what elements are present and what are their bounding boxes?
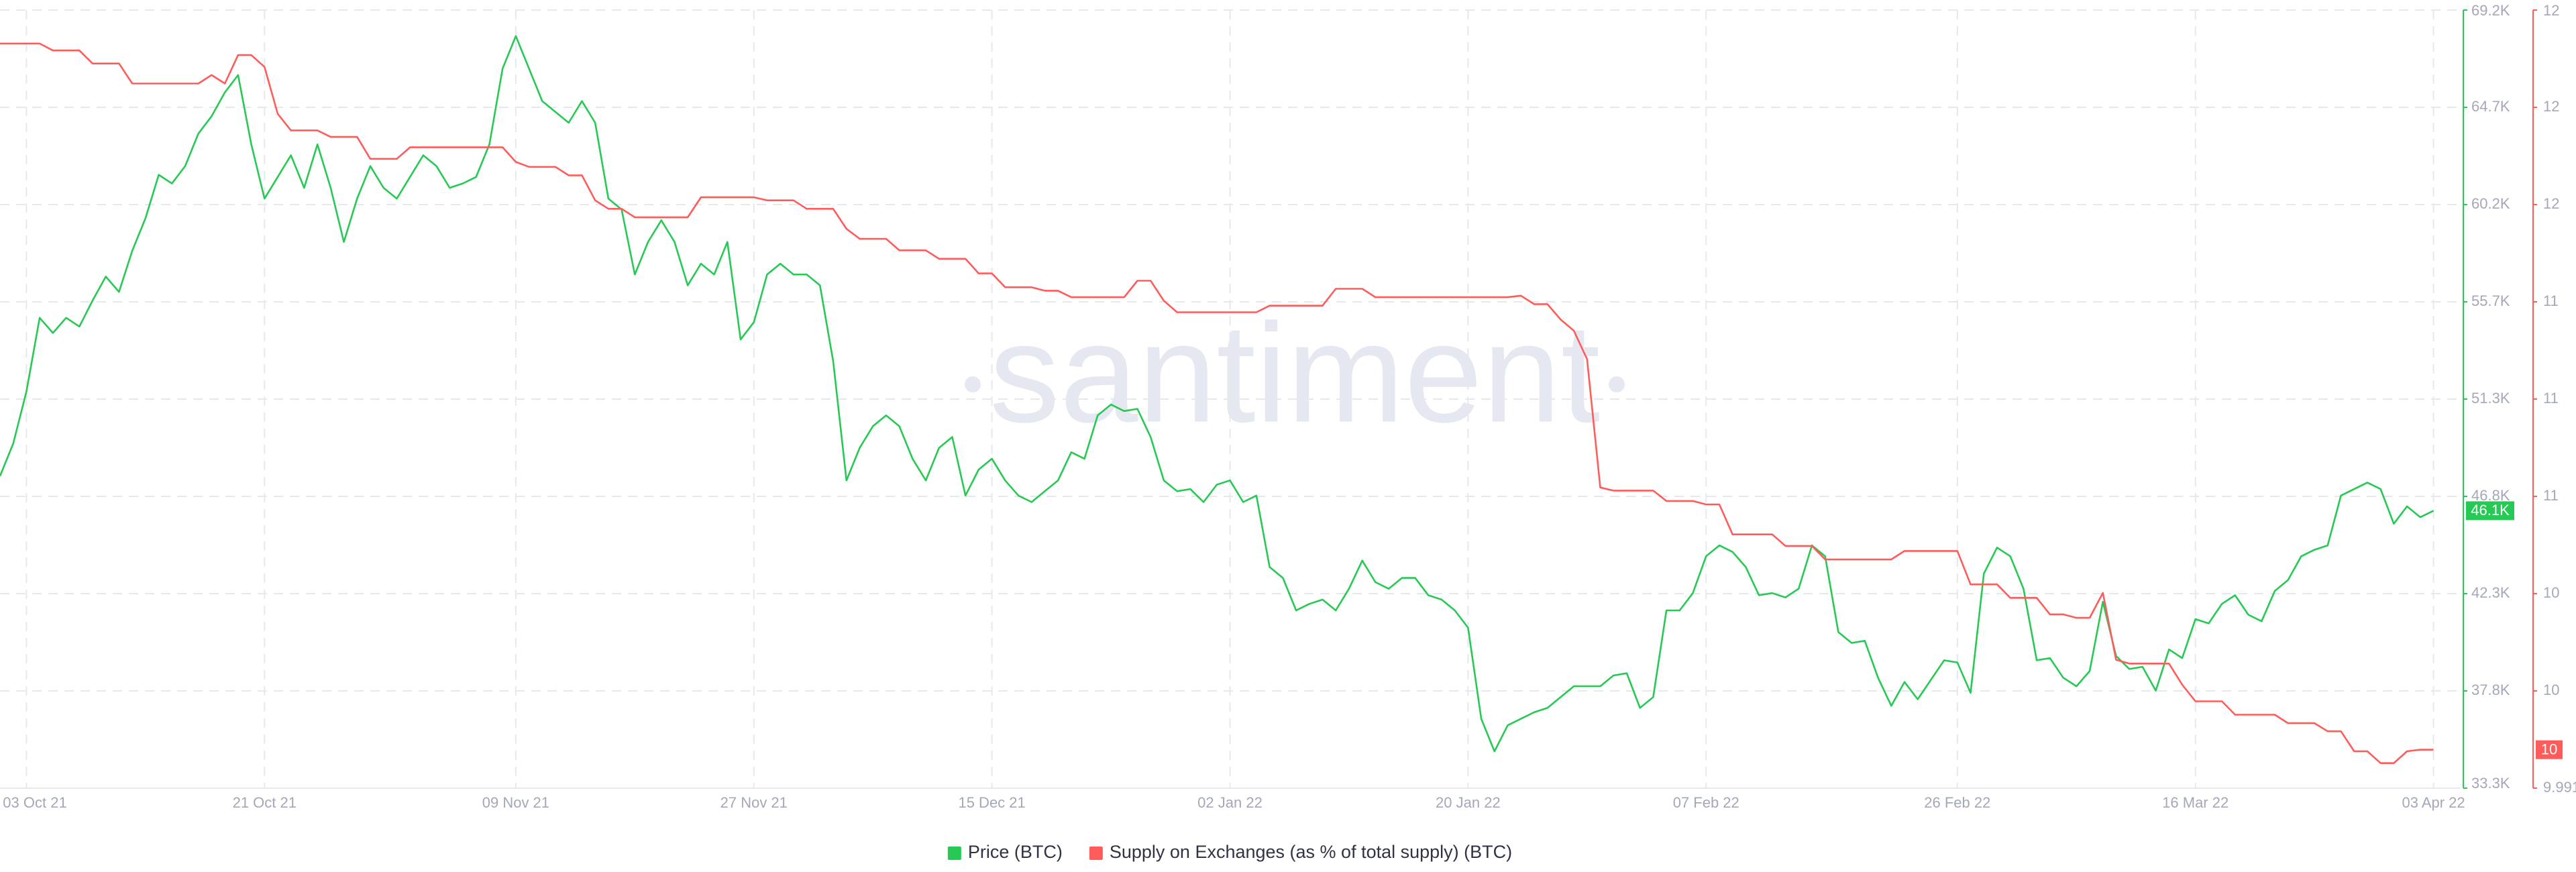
series-line <box>0 35 2434 753</box>
x-tick-label: 03 Oct 21 <box>3 794 66 811</box>
current-value-badge <box>2466 501 2514 521</box>
x-tick-label: 02 Jan 22 <box>1197 794 1263 811</box>
x-tick-label: 16 Mar 22 <box>2162 794 2229 811</box>
y-tick-label: 60.2K <box>2471 195 2510 212</box>
legend-swatch <box>947 847 961 860</box>
watermark: santiment <box>965 294 1625 451</box>
y-tick-label: 69.2K <box>2471 2 2510 19</box>
y2-tick-label: 12 <box>2543 195 2559 212</box>
y-tick-label: 55.7K <box>2471 292 2510 309</box>
y2-tick-label: 11 <box>2543 292 2559 309</box>
y-tick-label: 51.3K <box>2471 390 2510 406</box>
y-tick-label: 42.3K <box>2471 584 2510 601</box>
x-tick-label: 20 Jan 22 <box>1436 794 1501 811</box>
x-tick-label: 15 Dec 21 <box>958 794 1025 811</box>
current-value-badge <box>2536 740 2563 759</box>
y-tick-label: 37.8K <box>2471 682 2510 698</box>
legend: Price (BTC) Supply on Exchanges (as % of … <box>947 842 1512 862</box>
current-value-label: 10 <box>2541 741 2557 758</box>
x-tick-label: 03 Apr 22 <box>2402 794 2465 811</box>
series-line <box>0 42 2434 764</box>
y2-tick-label: 12 <box>2543 2 2559 19</box>
y2-tick-label: 9.991 <box>2543 779 2576 796</box>
legend-label: Price (BTC) <box>968 842 1063 862</box>
x-tick-label: 21 Oct 21 <box>233 794 297 811</box>
y2-tick-label: 11 <box>2543 390 2559 406</box>
watermark-text: santiment <box>989 294 1600 451</box>
x-tick-label: 27 Nov 21 <box>720 794 788 811</box>
x-tick-label: 26 Feb 22 <box>1924 794 1990 811</box>
y2-tick-label: 10 <box>2543 682 2559 698</box>
y2-tick-label: 12 <box>2543 98 2559 115</box>
y2-tick-label: 11 <box>2543 487 2559 504</box>
y-tick-label: 64.7K <box>2471 98 2510 115</box>
watermark-dot <box>965 376 981 392</box>
y2-tick-label: 10 <box>2543 584 2559 601</box>
x-tick-label: 09 Nov 21 <box>482 794 549 811</box>
x-tick-label: 07 Feb 22 <box>1673 794 1739 811</box>
y-tick-label: 46.8K <box>2471 487 2510 504</box>
watermark-dot <box>1609 376 1625 392</box>
y-tick-label: 33.3K <box>2471 775 2510 792</box>
legend-label: Supply on Exchanges (as % of total suppl… <box>1110 842 1512 862</box>
legend-swatch <box>1089 847 1103 860</box>
current-value-label: 46.1K <box>2471 502 2510 519</box>
